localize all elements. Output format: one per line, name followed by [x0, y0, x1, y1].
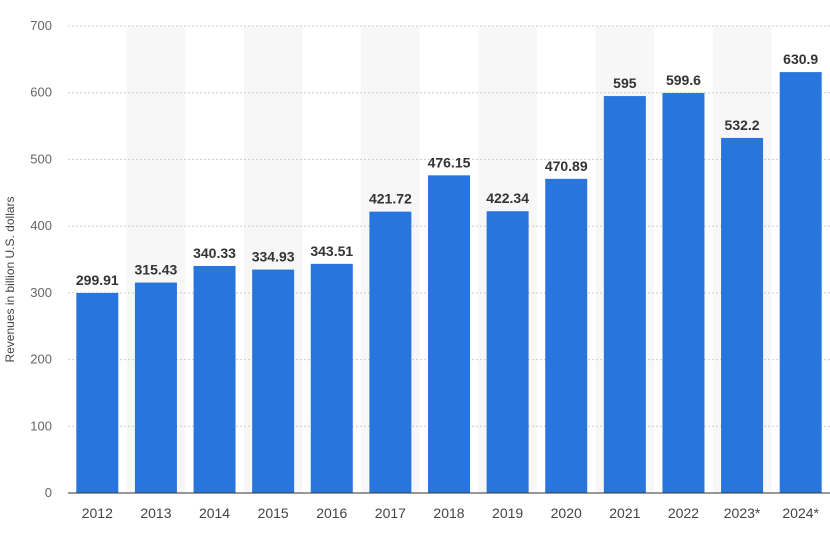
data-labels: 299.91 315.43 340.33 334.93 343.51 421.72 476.…	[76, 51, 819, 288]
data-label: 299.91	[76, 272, 119, 288]
y-tick-label: 400	[30, 218, 52, 233]
data-label: 343.51	[310, 243, 353, 259]
y-axis-label: Revenues in billion U.S. dollars	[3, 196, 17, 362]
data-label: 470.89	[545, 158, 588, 174]
x-axis-ticks: 2012 2013 2014 2015 2016 2017 2018 2019 2020 2021…	[82, 505, 820, 521]
x-tick-label: 2018	[433, 505, 464, 521]
bar[interactable]	[486, 211, 529, 493]
bar[interactable]	[310, 263, 353, 493]
bar[interactable]	[662, 92, 705, 493]
data-label: 421.72	[369, 191, 412, 207]
x-tick-label: 2023*	[724, 505, 761, 521]
x-tick-label: 2024*	[782, 505, 819, 521]
bar[interactable]	[76, 292, 119, 493]
bar[interactable]	[252, 269, 295, 493]
data-label: 340.33	[193, 245, 236, 261]
data-label: 630.9	[783, 51, 818, 67]
x-tick-label: 2017	[375, 505, 406, 521]
bar[interactable]	[603, 96, 646, 494]
x-tick-label: 2014	[199, 505, 230, 521]
bar[interactable]	[369, 211, 412, 493]
x-tick-label: 2012	[82, 505, 113, 521]
y-tick-label: 200	[30, 352, 52, 367]
x-tick-label: 2015	[258, 505, 289, 521]
bar[interactable]	[545, 178, 588, 493]
bar[interactable]	[779, 72, 822, 493]
data-label: 422.34	[486, 190, 529, 206]
x-tick-label: 2019	[492, 505, 523, 521]
x-tick-label: 2013	[140, 505, 171, 521]
y-tick-label: 500	[30, 151, 52, 166]
data-label: 315.43	[135, 262, 178, 278]
bar[interactable]	[134, 282, 177, 493]
data-label: 595	[613, 75, 637, 91]
bar[interactable]	[428, 175, 470, 493]
y-tick-label: 700	[30, 18, 52, 33]
bar[interactable]	[721, 137, 764, 493]
x-tick-label: 2020	[551, 505, 582, 521]
data-label: 476.15	[428, 154, 471, 170]
bar[interactable]	[193, 265, 236, 493]
y-axis-ticks: 0 100 200 300 400 500 600 700	[30, 18, 52, 500]
data-label: 334.93	[252, 249, 295, 265]
y-tick-label: 0	[45, 485, 52, 500]
y-tick-label: 300	[30, 285, 52, 300]
y-tick-label: 600	[30, 85, 52, 100]
bars	[76, 72, 822, 494]
data-label: 532.2	[725, 117, 760, 133]
data-label: 599.6	[666, 72, 701, 88]
x-tick-label: 2016	[316, 505, 347, 521]
x-tick-label: 2021	[609, 505, 640, 521]
x-tick-label: 2022	[668, 505, 699, 521]
y-tick-label: 100	[30, 418, 52, 433]
